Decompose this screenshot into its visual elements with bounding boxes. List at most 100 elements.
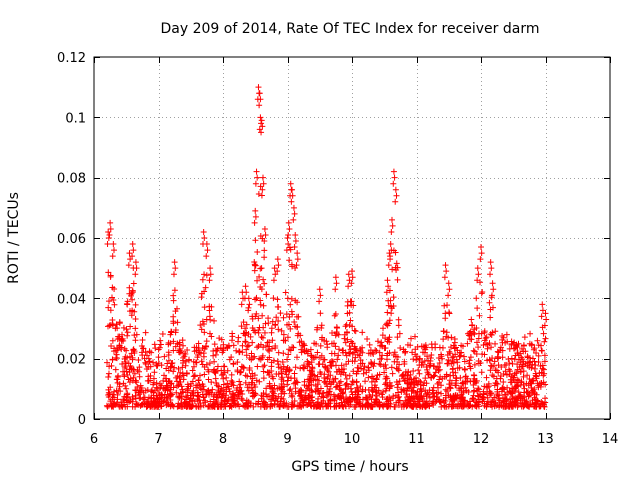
data-point xyxy=(473,399,480,406)
data-point xyxy=(239,397,246,404)
data-point xyxy=(473,339,480,346)
data-point xyxy=(349,378,356,385)
data-point xyxy=(393,192,400,199)
x-tick-label: 7 xyxy=(154,432,162,447)
data-point xyxy=(431,393,438,400)
data-point xyxy=(195,393,202,400)
data-point xyxy=(412,390,419,397)
data-point xyxy=(203,391,210,398)
data-point xyxy=(257,297,264,304)
data-point xyxy=(315,361,322,368)
data-point xyxy=(342,386,349,393)
data-point xyxy=(286,257,293,264)
data-point xyxy=(170,403,177,410)
data-point xyxy=(353,370,360,377)
data-point xyxy=(444,388,451,395)
data-point xyxy=(274,296,281,303)
data-point xyxy=(454,359,461,366)
data-point xyxy=(124,394,131,401)
data-point xyxy=(354,351,361,358)
data-point xyxy=(394,353,401,360)
data-point xyxy=(346,277,353,284)
data-point xyxy=(376,399,383,406)
data-point xyxy=(290,216,297,223)
data-point xyxy=(258,120,265,127)
data-point xyxy=(285,241,292,248)
data-point xyxy=(269,337,276,344)
data-point xyxy=(383,289,390,296)
data-point xyxy=(520,348,527,355)
data-point xyxy=(420,361,427,368)
data-points xyxy=(103,84,550,410)
data-point xyxy=(353,385,360,392)
data-point xyxy=(466,402,473,409)
data-point xyxy=(230,342,237,349)
data-point xyxy=(188,380,195,387)
data-point xyxy=(515,389,522,396)
data-point xyxy=(533,373,540,380)
data-point xyxy=(501,398,508,405)
data-point xyxy=(387,241,394,248)
data-point xyxy=(363,395,370,402)
data-point xyxy=(105,228,112,235)
data-point xyxy=(266,354,273,361)
data-point xyxy=(243,346,250,353)
data-point xyxy=(130,280,137,287)
data-point xyxy=(402,349,409,356)
data-point xyxy=(278,369,285,376)
data-point xyxy=(106,231,113,238)
data-point xyxy=(236,384,243,391)
data-point xyxy=(305,401,312,408)
data-point xyxy=(114,376,121,383)
data-point xyxy=(512,384,519,391)
data-point xyxy=(389,222,396,229)
data-point xyxy=(492,328,499,335)
data-point xyxy=(538,380,545,387)
data-point xyxy=(335,393,342,400)
data-point xyxy=(129,289,136,296)
data-point xyxy=(512,398,519,405)
data-point xyxy=(255,342,262,349)
data-point xyxy=(197,322,204,329)
data-point xyxy=(367,393,374,400)
data-point xyxy=(261,399,268,406)
data-point xyxy=(332,286,339,293)
data-point xyxy=(487,271,494,278)
data-point xyxy=(447,377,454,384)
y-tick-label: 0.1 xyxy=(65,111,86,126)
data-point xyxy=(423,364,430,371)
data-point xyxy=(392,249,399,256)
data-point xyxy=(257,96,264,103)
data-point xyxy=(488,344,495,351)
data-point xyxy=(251,353,258,360)
data-point xyxy=(406,393,413,400)
data-point xyxy=(383,403,390,410)
data-point xyxy=(316,286,323,293)
data-point xyxy=(108,342,115,349)
data-point xyxy=(391,174,398,181)
data-point xyxy=(288,308,295,315)
data-point xyxy=(284,295,291,302)
data-point xyxy=(449,403,456,410)
data-point xyxy=(341,331,348,338)
data-point xyxy=(263,342,270,349)
data-point xyxy=(352,328,359,335)
data-point xyxy=(332,343,339,350)
data-point xyxy=(290,344,297,351)
data-point xyxy=(305,376,312,383)
data-point xyxy=(211,358,218,365)
data-point xyxy=(116,402,123,409)
data-point xyxy=(113,351,120,358)
data-point xyxy=(170,368,177,375)
data-point xyxy=(283,247,290,254)
data-point xyxy=(210,347,217,354)
data-point xyxy=(487,259,494,266)
data-point xyxy=(453,356,460,363)
data-point xyxy=(295,313,302,320)
data-point xyxy=(285,351,292,358)
data-point xyxy=(445,334,452,341)
data-point xyxy=(116,383,123,390)
data-point xyxy=(474,265,481,272)
data-point xyxy=(296,388,303,395)
data-point xyxy=(259,174,266,181)
